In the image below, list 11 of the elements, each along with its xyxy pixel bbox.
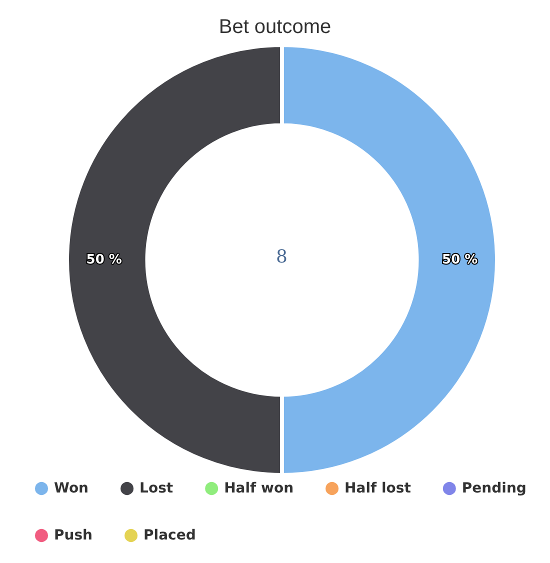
text: 8 (276, 246, 288, 268)
legend-label: Placed (144, 528, 196, 544)
chart-title: Bet outcome (218, 16, 332, 38)
legend-label: Won (54, 480, 89, 496)
legend-label: Pending (462, 480, 526, 496)
legend-label: Lost (140, 480, 174, 496)
data-label: 50 % (86, 252, 122, 268)
data-label: 50 % (442, 252, 478, 268)
legend-label: Push (54, 528, 93, 544)
legend-label: Half won (224, 480, 294, 496)
legend-label: Half lost (344, 480, 412, 496)
